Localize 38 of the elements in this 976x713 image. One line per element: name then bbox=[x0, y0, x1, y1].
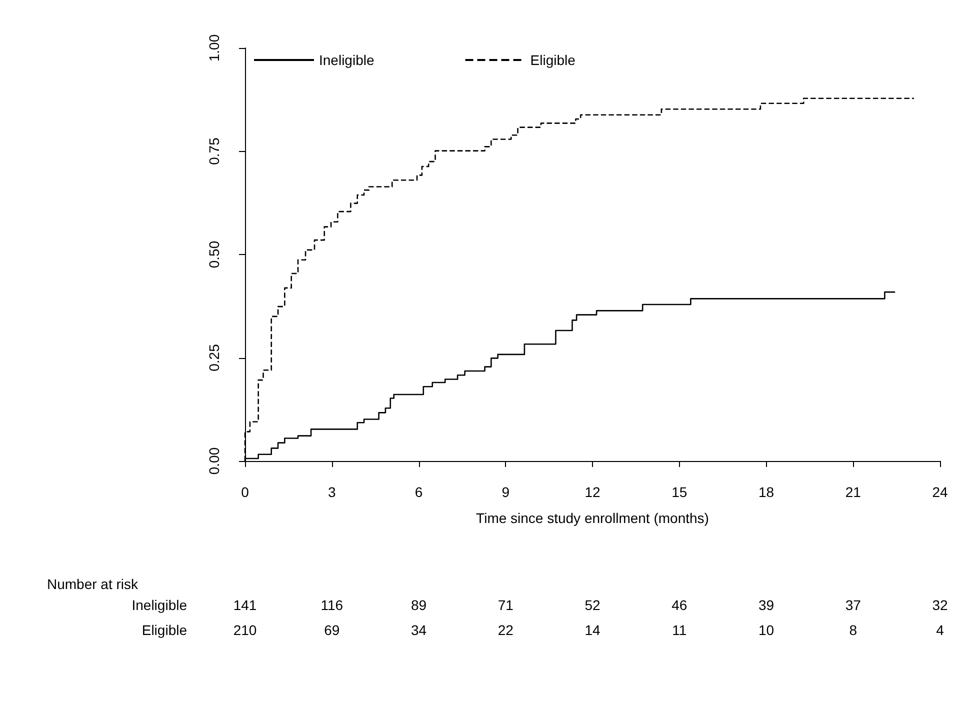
x-tick-label: 3 bbox=[328, 484, 336, 500]
text: 116 bbox=[320, 597, 344, 613]
y-tick-label: 0.50 bbox=[206, 240, 222, 268]
legend-label: Eligible bbox=[530, 52, 576, 68]
x-tick-label: 6 bbox=[414, 484, 423, 500]
text: Number at risk bbox=[47, 576, 140, 592]
x-tick-label: 12 bbox=[584, 484, 600, 500]
text: Eligible bbox=[142, 622, 188, 638]
text: 37 bbox=[845, 597, 862, 613]
text: 32 bbox=[932, 597, 948, 613]
text: 10 bbox=[758, 622, 774, 638]
x-tick-label: 21 bbox=[845, 484, 862, 500]
y-tick-label: 1.00 bbox=[206, 34, 222, 62]
text: Ineligible bbox=[132, 597, 188, 613]
text: 52 bbox=[584, 597, 600, 613]
text: 141 bbox=[233, 597, 257, 613]
text: 69 bbox=[324, 622, 340, 638]
text: 11 bbox=[672, 622, 687, 638]
x-axis-title: Time since study enrollment (months) bbox=[476, 510, 709, 526]
legend-label: Ineligible bbox=[319, 52, 374, 68]
text: 39 bbox=[758, 597, 774, 613]
text: 210 bbox=[233, 622, 257, 638]
x-tick-label: 18 bbox=[758, 484, 774, 500]
text: 46 bbox=[672, 597, 688, 613]
text: 22 bbox=[498, 622, 514, 638]
y-tick-label: 0.25 bbox=[206, 344, 222, 372]
text: 14 bbox=[584, 622, 600, 638]
text: 8 bbox=[849, 622, 858, 638]
text: 34 bbox=[410, 622, 427, 638]
text: 71 bbox=[498, 597, 514, 613]
x-tick-label: 15 bbox=[672, 484, 688, 500]
x-tick-label: 24 bbox=[932, 484, 948, 500]
text: 89 bbox=[410, 597, 427, 613]
x-tick-label: 9 bbox=[502, 484, 510, 500]
x-tick-label: 0 bbox=[241, 484, 250, 500]
y-tick-label: 0.75 bbox=[206, 137, 222, 165]
y-tick-label: 0.00 bbox=[206, 447, 222, 475]
text: 4 bbox=[936, 622, 944, 638]
